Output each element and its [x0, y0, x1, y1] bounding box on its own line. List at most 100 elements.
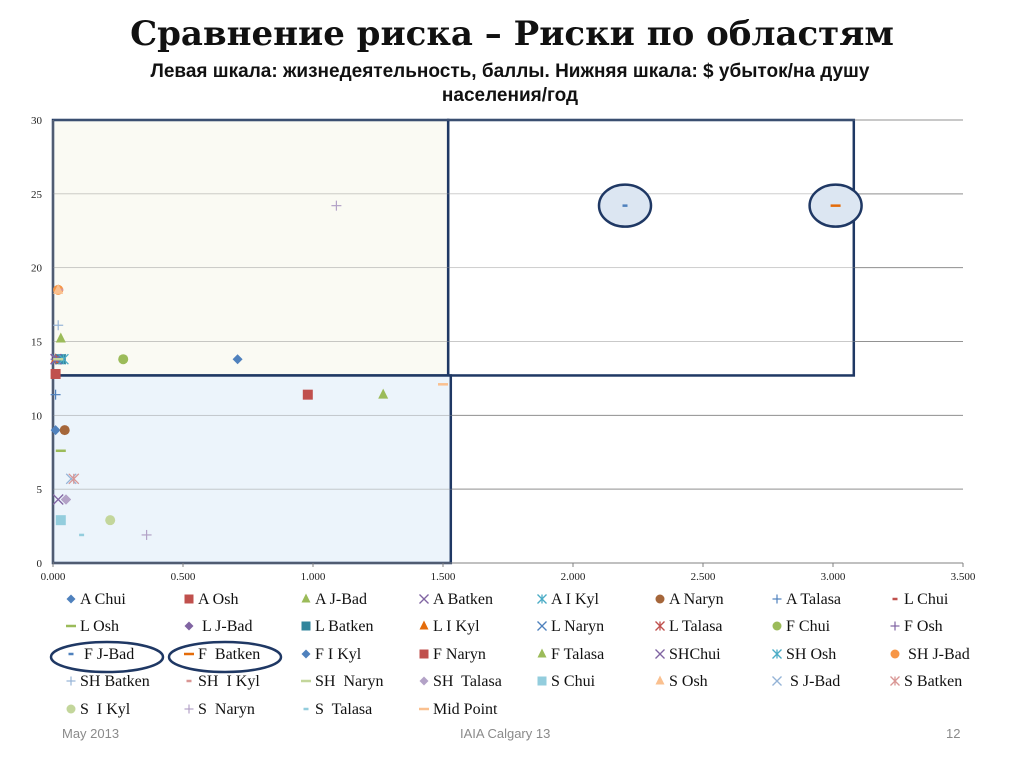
- legend-item: Mid Point: [419, 701, 498, 718]
- legend-item: F Talasa: [537, 646, 604, 663]
- legend-label: S Chui: [551, 673, 596, 690]
- footer-page-number: 12: [946, 726, 961, 741]
- legend-item: A Talasa: [772, 591, 841, 608]
- marker-shape: [55, 332, 66, 343]
- data-point: [378, 388, 389, 399]
- marker-shape: [772, 676, 782, 686]
- legend-item: F I Kyl: [301, 646, 362, 663]
- y-tick-label: 25: [31, 189, 43, 201]
- legend-item: S Naryn: [184, 701, 255, 718]
- data-point: [65, 473, 77, 485]
- marker-shape: [50, 368, 61, 379]
- marker-shape: [419, 594, 429, 604]
- data-point: [53, 283, 64, 294]
- x-tick-label: 1.500: [431, 571, 456, 583]
- marker-shape: [301, 649, 311, 659]
- upper-left-zone: [51, 118, 450, 377]
- legend-label: L Talasa: [669, 618, 723, 635]
- marker-shape: [772, 621, 782, 631]
- lower-left-zone: [51, 374, 453, 565]
- legend-label: L Osh: [80, 618, 119, 635]
- marker-shape: [302, 389, 313, 400]
- data-point: [105, 515, 116, 526]
- legend-item: L J-Bad: [184, 618, 253, 635]
- slide-title: Сравнение риска – Риски по областям: [130, 14, 894, 54]
- data-point: [50, 368, 61, 379]
- x-tick-label: 2.500: [691, 571, 716, 583]
- legend-label: L J-Bad: [198, 618, 253, 635]
- legend-item: A I Kyl: [537, 591, 600, 608]
- legend-item: A J-Bad: [301, 591, 367, 608]
- y-tick-label: 30: [31, 115, 43, 127]
- y-tick-label: 10: [31, 410, 43, 422]
- footer-event: IAIA Calgary 13: [460, 726, 551, 741]
- legend-item: SH Talasa: [419, 673, 502, 690]
- marker-shape: [65, 473, 77, 485]
- y-tick-label: 5: [37, 484, 43, 496]
- data-point: [57, 353, 69, 365]
- legend-item: F J-Bad: [49, 640, 165, 674]
- marker-shape: [655, 594, 665, 604]
- data-point: [53, 320, 64, 331]
- legend-item: A Osh: [184, 591, 238, 608]
- marker-shape: [537, 621, 547, 631]
- legend-item: L Batken: [301, 618, 374, 635]
- marker-shape: [419, 620, 429, 630]
- legend-label: S Osh: [669, 673, 708, 690]
- data-point: [61, 494, 71, 505]
- marker-shape: [118, 354, 129, 365]
- legend-item: L Naryn: [537, 618, 604, 635]
- legend-item: S Chui: [537, 673, 596, 690]
- legend-item: F Chui: [772, 618, 831, 635]
- legend-label: SH Naryn: [315, 673, 383, 690]
- legend-item: SH I Kyl: [186, 673, 260, 690]
- data-point: [55, 332, 66, 343]
- legend-label: F I Kyl: [315, 646, 362, 663]
- marker-shape: [66, 704, 76, 714]
- legend-item: S Talasa: [303, 701, 372, 718]
- legend-item: SHChui: [655, 646, 721, 663]
- marker-shape: [301, 621, 311, 631]
- marker-shape: [419, 676, 429, 686]
- legend-label: A Chui: [80, 591, 126, 608]
- x-tick-label: 2.000: [561, 571, 586, 583]
- legend-item: L Talasa: [655, 618, 723, 635]
- legend-label: SH Osh: [786, 646, 836, 663]
- marker-shape: [53, 283, 64, 294]
- legend-label: L Naryn: [551, 618, 604, 635]
- legend-item: SH J-Bad: [890, 646, 970, 663]
- legend-item: SH Naryn: [301, 673, 383, 690]
- legend-item: S Osh: [655, 673, 708, 690]
- legend-label: A I Kyl: [551, 591, 600, 608]
- marker-shape: [184, 594, 194, 604]
- x-tick-label: 3.500: [951, 571, 976, 583]
- legend-label: F Chui: [786, 618, 831, 635]
- data-point: [232, 354, 243, 365]
- x-tick-label: 1.000: [301, 571, 326, 583]
- legend-label: SHChui: [669, 646, 721, 663]
- y-tick-label: 20: [31, 263, 43, 275]
- marker-shape: [655, 649, 665, 659]
- y-tick-label: 15: [31, 337, 43, 349]
- legend-label: S Talasa: [315, 701, 372, 718]
- legend-label: L Batken: [315, 618, 374, 635]
- marker-shape: [50, 425, 61, 436]
- slide-subtitle: Левая шкала: жизнедеятельность, баллы. Н…: [150, 61, 870, 106]
- marker-shape: [419, 649, 429, 659]
- legend-item: SH Osh: [772, 646, 836, 663]
- legend-label: Mid Point: [433, 701, 498, 718]
- legend-item: SH Batken: [66, 673, 150, 690]
- legend-label: F J-Bad: [80, 646, 134, 663]
- marker-shape: [105, 515, 116, 526]
- y-tick-label: 0: [37, 558, 43, 570]
- legend-label: SH I Kyl: [198, 673, 260, 690]
- marker-shape: [61, 494, 71, 505]
- legend-label: SH Batken: [80, 673, 150, 690]
- legend-label: SH Talasa: [433, 673, 502, 690]
- marker-shape: [537, 676, 547, 686]
- legend-item: A Batken: [419, 591, 493, 608]
- marker-shape: [890, 649, 900, 659]
- legend-item: S I Kyl: [66, 701, 131, 718]
- legend-item: S Batken: [890, 673, 962, 690]
